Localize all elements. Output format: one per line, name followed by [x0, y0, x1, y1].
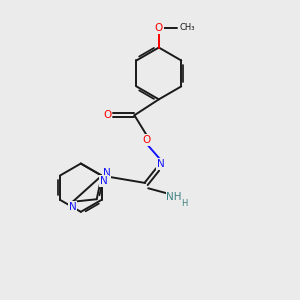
Text: N: N [157, 159, 165, 169]
Text: N: N [100, 176, 108, 186]
Text: NH: NH [167, 192, 182, 202]
Text: CH₃: CH₃ [179, 23, 195, 32]
Text: N: N [69, 202, 76, 212]
Text: O: O [142, 135, 150, 145]
Text: O: O [103, 110, 111, 120]
Text: H: H [181, 200, 188, 208]
Text: N: N [103, 168, 111, 178]
Text: O: O [155, 23, 163, 33]
